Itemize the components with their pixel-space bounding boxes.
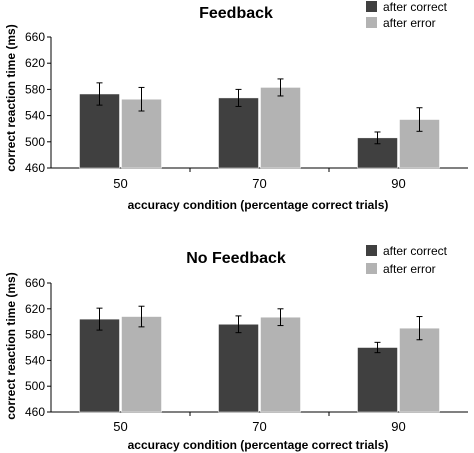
bar-after-error-50 bbox=[121, 316, 162, 413]
y-tick-label: 540 bbox=[25, 353, 45, 367]
bar-after-correct-50 bbox=[79, 318, 120, 413]
x-tick-label: 90 bbox=[391, 419, 405, 434]
plot-area: 460 500 540 580 620 660 50 70 90 bbox=[25, 30, 468, 191]
plot-area: 460 500 540 580 620 660 50 70 90 bbox=[25, 276, 468, 434]
legend-label-after-correct: after correct bbox=[383, 0, 448, 14]
legend-swatch-after-error bbox=[366, 17, 377, 28]
x-tick-label: 50 bbox=[113, 176, 127, 191]
legend: after correct after error bbox=[366, 244, 448, 276]
y-tick-label: 660 bbox=[25, 276, 45, 290]
bar-after-error-90 bbox=[399, 327, 440, 413]
bar-after-correct-90 bbox=[357, 347, 398, 413]
y-tick-label: 460 bbox=[25, 405, 45, 419]
chart-title: No Feedback bbox=[186, 250, 286, 267]
y-tick-label: 660 bbox=[25, 30, 45, 44]
x-tick-label: 90 bbox=[391, 176, 405, 191]
y-axis-title: correct reaction time (ms) bbox=[4, 24, 18, 171]
legend-swatch-after-error bbox=[366, 263, 377, 274]
bar-after-error-70 bbox=[260, 316, 301, 413]
chart-title: Feedback bbox=[199, 5, 273, 22]
bar-after-correct-70 bbox=[218, 97, 259, 169]
x-tick-label: 50 bbox=[113, 419, 127, 434]
chart-panel-feedback: Feedback correct reaction time (ms) accu… bbox=[4, 0, 468, 212]
y-tick-label: 620 bbox=[25, 56, 45, 70]
y-tick-label: 460 bbox=[25, 161, 45, 175]
x-tick-label: 70 bbox=[252, 176, 266, 191]
y-tick-label: 580 bbox=[25, 82, 45, 96]
legend-label-after-error: after error bbox=[383, 16, 436, 30]
legend-swatch-after-correct bbox=[366, 245, 377, 256]
x-tick-label: 70 bbox=[252, 419, 266, 434]
legend-swatch-after-correct bbox=[366, 1, 377, 12]
y-tick-label: 500 bbox=[25, 135, 45, 149]
x-axis-title: accuracy condition (percentage correct t… bbox=[128, 438, 389, 452]
legend-label-after-correct: after correct bbox=[383, 244, 448, 258]
bar-after-correct-70 bbox=[218, 324, 259, 413]
y-tick-label: 620 bbox=[25, 302, 45, 316]
chart-panel-no-feedback: No Feedback correct reaction time (ms) a… bbox=[4, 244, 468, 452]
y-axis-title: correct reaction time (ms) bbox=[4, 272, 18, 419]
y-tick-label: 580 bbox=[25, 328, 45, 342]
x-axis-title: accuracy condition (percentage correct t… bbox=[128, 198, 389, 212]
y-tick-label: 540 bbox=[25, 109, 45, 123]
legend-label-after-error: after error bbox=[383, 262, 436, 276]
bar-after-error-70 bbox=[260, 87, 301, 169]
legend: after correct after error bbox=[366, 0, 448, 30]
y-tick-label: 500 bbox=[25, 379, 45, 393]
